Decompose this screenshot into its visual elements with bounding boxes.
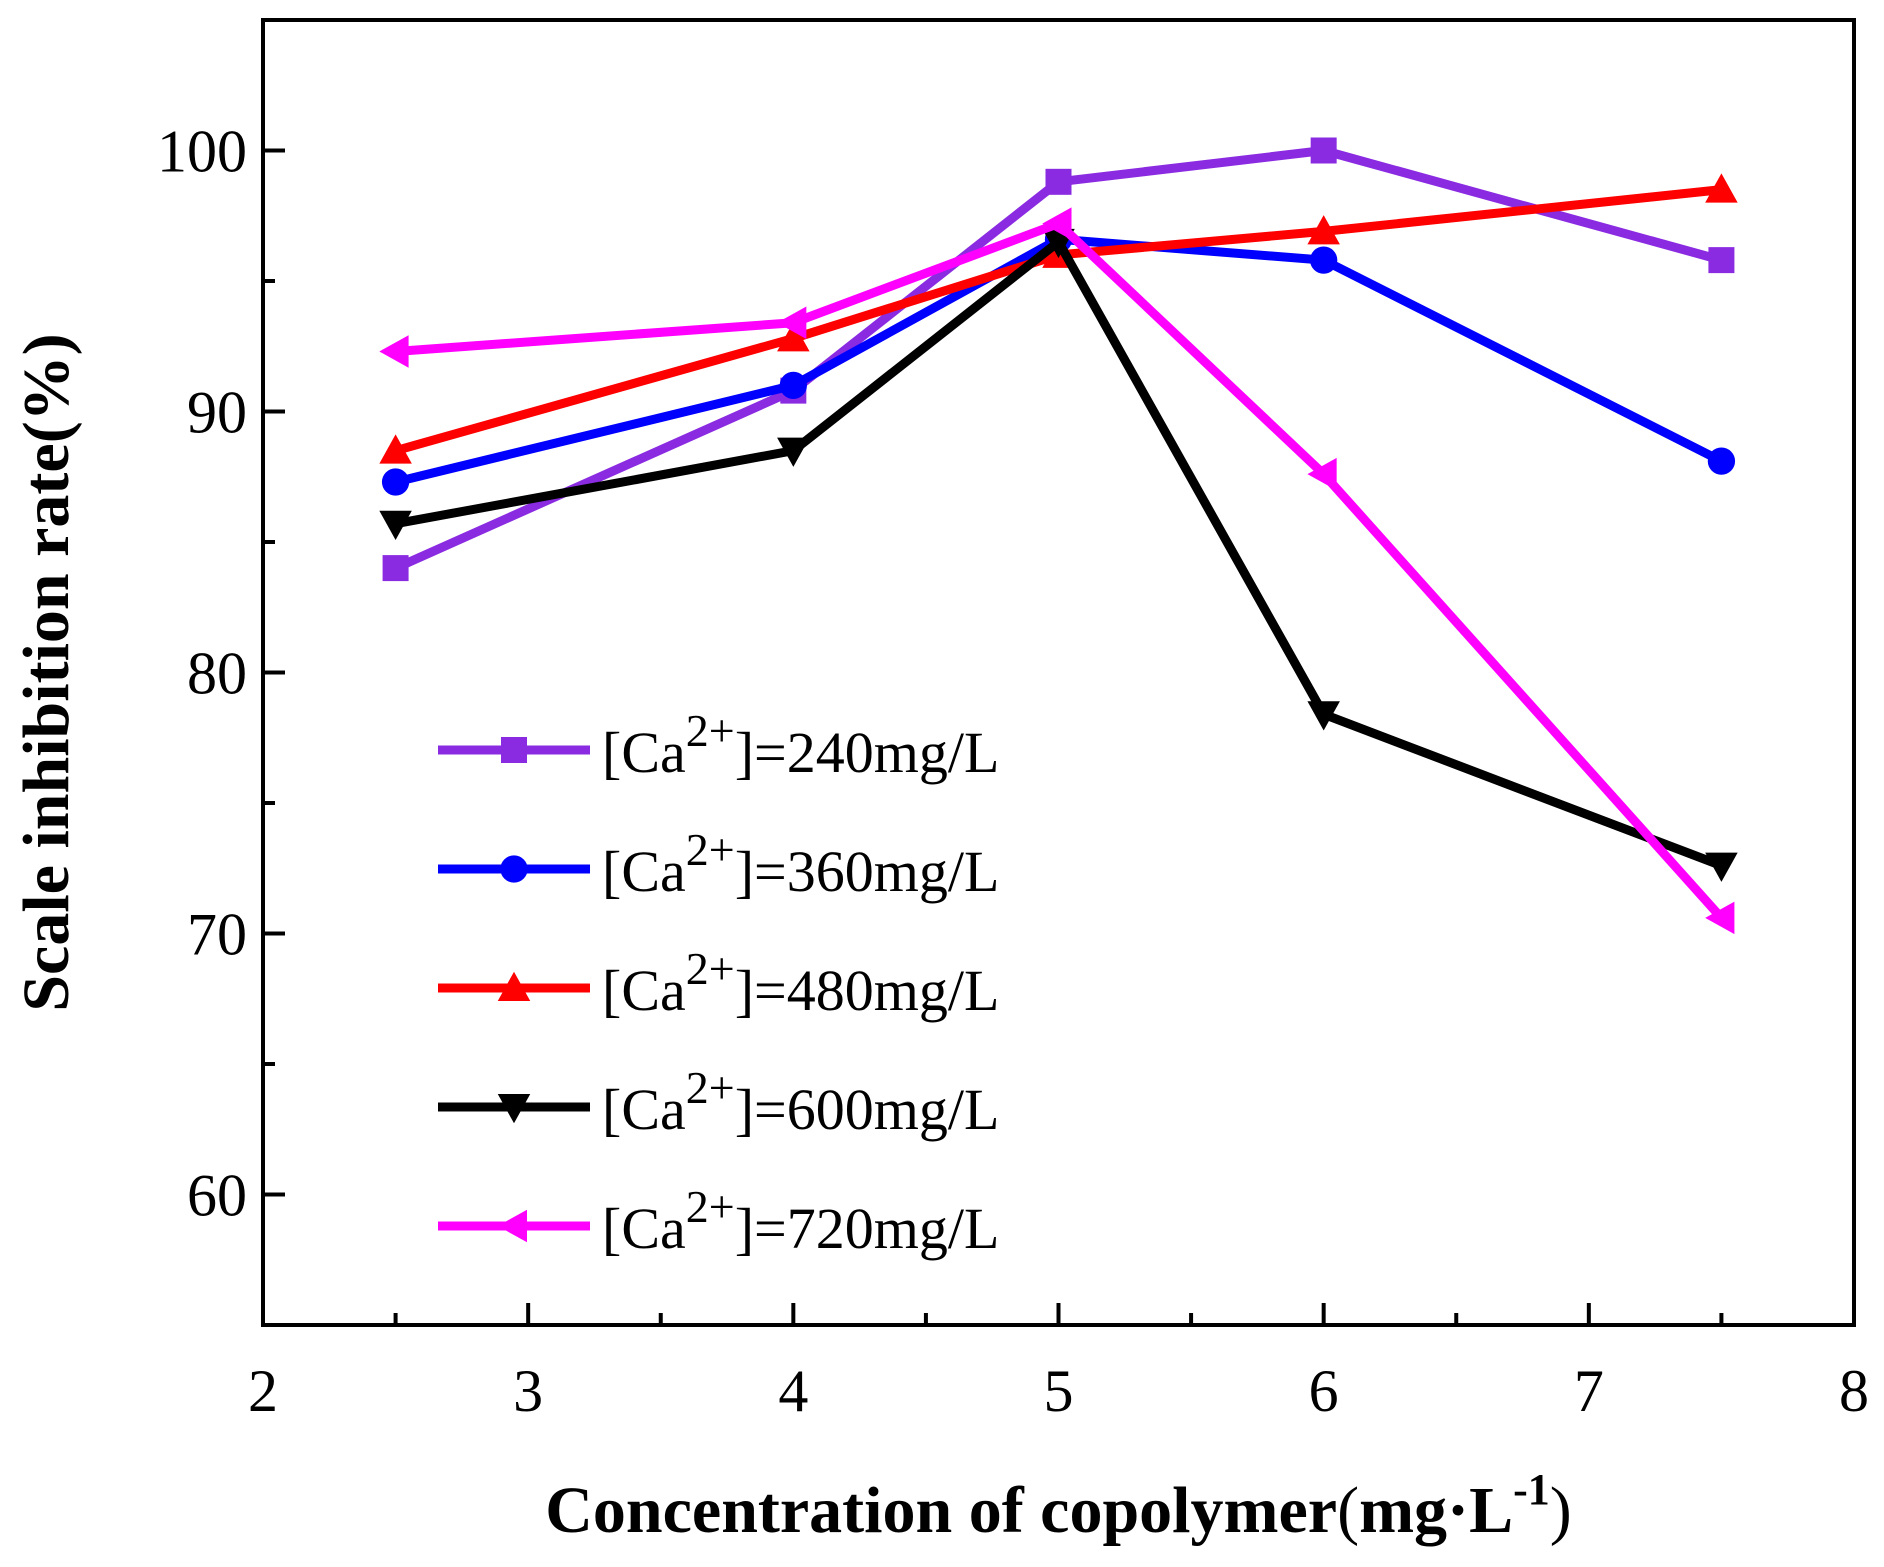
legend-label: [Ca2+]=720mg/L <box>602 1181 999 1261</box>
series-line <box>394 234 1724 487</box>
data-point <box>777 437 810 467</box>
legend-item: [Ca2+]=240mg/L <box>438 705 999 785</box>
legend-label-prefix: [Ca <box>602 720 686 785</box>
legend-label-prefix: [Ca <box>602 958 686 1023</box>
x-axis-title-close-paren: ) <box>1550 1474 1572 1547</box>
x-tick-label: 3 <box>513 1358 543 1424</box>
y-tick-label: 100 <box>157 119 247 185</box>
y-tick-label: 60 <box>187 1163 247 1229</box>
data-point <box>382 555 409 582</box>
legend-label: [Ca2+]=600mg/L <box>602 1062 999 1142</box>
x-tick-label: 2 <box>248 1358 278 1424</box>
x-tick-label: 5 <box>1044 1358 1074 1424</box>
data-point <box>1307 215 1340 245</box>
data-point <box>1307 457 1337 491</box>
legend-label-suffix: ]=720mg/L <box>735 1196 1000 1261</box>
x-axis-title-unit: mg·L <box>1359 1474 1513 1547</box>
x-axis-title-unit-exponent: -1 <box>1513 1465 1550 1514</box>
legend-marker <box>497 1094 531 1124</box>
legend-label-prefix: [Ca <box>602 839 686 904</box>
legend-label: [Ca2+]=240mg/L <box>602 705 999 785</box>
y-tick-label: 80 <box>187 641 247 707</box>
legend-label-sup: 2+ <box>686 705 735 756</box>
y-tick-label: 90 <box>187 380 247 446</box>
legend-item: [Ca2+]=720mg/L <box>438 1181 999 1261</box>
x-axis-title-main: Concentration of copolymer <box>545 1474 1337 1547</box>
series-0 <box>382 137 1735 582</box>
data-point <box>1705 173 1738 203</box>
data-point <box>381 468 410 496</box>
x-tick-label: 8 <box>1839 1358 1869 1424</box>
data-point <box>1705 852 1738 882</box>
x-tick-label: 6 <box>1309 1358 1339 1424</box>
legend-item: [Ca2+]=600mg/L <box>438 1062 999 1142</box>
legend-marker <box>501 737 527 763</box>
legend-label-prefix: [Ca <box>602 1196 686 1261</box>
data-point <box>379 335 409 368</box>
data-point <box>379 510 412 540</box>
data-point <box>1708 247 1735 274</box>
x-axis-title: Concentration of copolymer(mg·L-1) <box>545 1465 1571 1547</box>
legend-label-sup: 2+ <box>686 943 735 994</box>
data-point <box>379 434 412 464</box>
legend-marker <box>497 1209 527 1243</box>
data-point <box>1042 207 1072 240</box>
legend-label-suffix: ]=240mg/L <box>735 720 1000 785</box>
legend-label-sup: 2+ <box>686 1181 735 1232</box>
legend-label-suffix: ]=600mg/L <box>735 1077 1000 1142</box>
data-point <box>777 322 810 352</box>
legend-label-sup: 2+ <box>686 824 735 875</box>
data-point <box>1705 901 1735 935</box>
ticks-layer: 2 3 4 5 6 7 8 60 70 80 90 100 <box>157 119 1869 1425</box>
data-point <box>1045 168 1072 195</box>
data-point <box>777 306 807 340</box>
data-point <box>1310 246 1338 274</box>
data-point <box>1307 701 1340 731</box>
series-line <box>395 218 1725 921</box>
legend: [Ca2+]=240mg/L[Ca2+]=360mg/L[Ca2+]=480mg… <box>438 705 999 1261</box>
legend-item: [Ca2+]=360mg/L <box>438 824 999 904</box>
legend-label-suffix: ]=480mg/L <box>735 958 1000 1023</box>
legend-label: [Ca2+]=480mg/L <box>602 943 999 1023</box>
y-axis-title: Scale inhibition rate(%) <box>10 333 83 1011</box>
data-point <box>1310 137 1337 164</box>
legend-item: [Ca2+]=480mg/L <box>438 943 999 1023</box>
x-axis-title-open-paren: ( <box>1337 1474 1359 1547</box>
data-point <box>1707 447 1736 475</box>
x-tick-label: 7 <box>1574 1358 1604 1424</box>
legend-marker <box>500 855 528 883</box>
data-point <box>779 371 807 400</box>
series-layer <box>379 137 1738 935</box>
series-4 <box>379 207 1735 935</box>
series-3 <box>379 228 1738 882</box>
legend-label: [Ca2+]=360mg/L <box>602 824 999 904</box>
legend-label-sup: 2+ <box>686 1062 735 1113</box>
x-tick-label: 4 <box>778 1358 808 1424</box>
legend-marker <box>497 971 531 1001</box>
legend-label-prefix: [Ca <box>602 1077 686 1142</box>
legend-label-suffix: ]=360mg/L <box>735 839 1000 904</box>
y-tick-label: 70 <box>187 902 247 968</box>
